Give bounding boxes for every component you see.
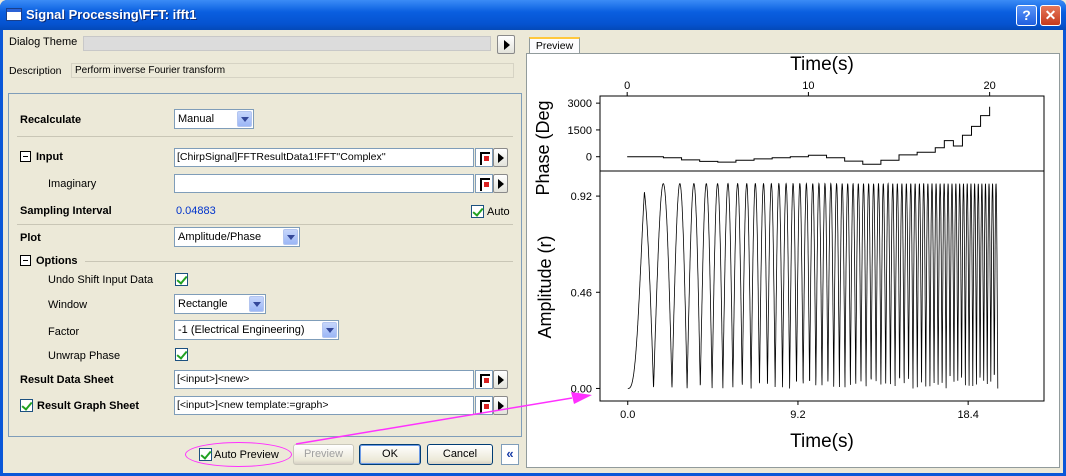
- factor-label: Factor: [48, 326, 80, 338]
- amplitude-x-tick-label: 9.2: [790, 409, 805, 421]
- ok-button[interactable]: OK: [359, 444, 421, 465]
- unwrap-phase-checkbox[interactable]: [175, 348, 188, 361]
- recalculate-value: Manual: [178, 113, 215, 125]
- result-graph-sheet-label: Result Graph Sheet: [37, 400, 140, 412]
- chevron-down-icon: [322, 322, 337, 338]
- result-data-sheet-label: Result Data Sheet: [20, 374, 114, 386]
- result-graph-sheet-checkbox[interactable]: [20, 399, 33, 412]
- dialog-theme-menu-button[interactable]: [497, 35, 515, 54]
- phase-x-axis-title: Time(s): [790, 54, 854, 75]
- amplitude-series-line: [627, 182, 999, 389]
- auto-preview-highlight: [185, 442, 292, 467]
- chevron-down-icon: [237, 111, 252, 127]
- divider: [17, 224, 513, 225]
- close-button[interactable]: ✕: [1040, 5, 1061, 26]
- undo-shift-checkbox[interactable]: [175, 273, 188, 286]
- dialog-client: Dialog Theme Description Perform inverse…: [3, 30, 1063, 473]
- phase-x-tick-label: 0: [624, 80, 630, 92]
- undo-shift-label: Undo Shift Input Data: [48, 274, 154, 286]
- input-menu-button[interactable]: [493, 148, 508, 167]
- plot-dropdown[interactable]: Amplitude/Phase: [174, 227, 300, 247]
- sampling-interval-label: Sampling Interval: [20, 205, 112, 217]
- phase-plot-frame: [599, 95, 1045, 172]
- auto-preview-checkbox[interactable]: [199, 448, 212, 461]
- imaginary-menu-button[interactable]: [493, 174, 508, 193]
- amplitude-plot-frame: [599, 170, 1045, 402]
- sampling-auto-checkbox[interactable]: [471, 205, 484, 218]
- window-title: Signal Processing\FFT: ifft1: [26, 7, 197, 22]
- sampling-auto-label: Auto: [487, 206, 510, 218]
- window-label: Window: [48, 299, 88, 311]
- tab-preview[interactable]: Preview: [529, 37, 580, 54]
- phase-y-tick-label: 0: [586, 152, 592, 164]
- phase-y-axis-title: Phase (Deg: [533, 100, 553, 195]
- range-select-icon[interactable]: [475, 370, 493, 389]
- dialog-theme-label: Dialog Theme: [9, 36, 78, 48]
- divider: [85, 261, 513, 262]
- help-button[interactable]: ?: [1016, 5, 1037, 26]
- input-field[interactable]: [ChirpSignal]FFTResultData1!FFT''Complex…: [174, 148, 474, 167]
- range-select-icon[interactable]: [475, 148, 493, 167]
- preview-button[interactable]: Preview: [293, 444, 354, 465]
- chevron-down-icon: [249, 296, 264, 312]
- result-data-sheet-menu-button[interactable]: [493, 370, 508, 389]
- result-data-sheet-field[interactable]: [<input>]<new>: [174, 370, 474, 389]
- phase-x-tick-label: 10: [802, 80, 814, 92]
- input-label: Input: [36, 151, 63, 163]
- imaginary-label: Imaginary: [48, 178, 97, 190]
- unwrap-phase-label: Unwrap Phase: [48, 350, 121, 362]
- options-collapse-icon[interactable]: [20, 255, 31, 266]
- range-select-icon[interactable]: [475, 174, 493, 193]
- title-bar[interactable]: Signal Processing\FFT: ifft1 ? ✕: [0, 0, 1066, 30]
- phase-y-tick-label: 1500: [568, 125, 592, 137]
- sampling-interval-value: 0.04883: [176, 205, 216, 217]
- result-graph-sheet-menu-button[interactable]: [493, 396, 508, 415]
- amplitude-y-tick-label: 0.46: [571, 287, 592, 299]
- phase-x-tick-label: 20: [984, 80, 996, 92]
- factor-value: -1 (Electrical Engineering): [178, 324, 305, 336]
- amplitude-x-tick-label: 18.4: [957, 409, 978, 421]
- plot-label: Plot: [20, 232, 41, 244]
- plot-value: Amplitude/Phase: [178, 231, 262, 243]
- settings-panel: Recalculate Manual Input [ChirpSignal]FF…: [8, 93, 522, 437]
- window-value: Rectangle: [178, 298, 228, 310]
- amplitude-y-tick-label: 0.00: [571, 383, 592, 395]
- cancel-button[interactable]: Cancel: [427, 444, 493, 465]
- recalculate-dropdown[interactable]: Manual: [174, 109, 254, 129]
- amplitude-y-tick-label: 0.92: [571, 191, 592, 203]
- input-collapse-icon[interactable]: [20, 151, 31, 162]
- result-graph-sheet-field[interactable]: [<input>]<new template:=graph>: [174, 396, 474, 415]
- phase-series-line: [627, 106, 991, 165]
- factor-dropdown[interactable]: -1 (Electrical Engineering): [174, 320, 339, 340]
- range-select-icon[interactable]: [475, 396, 493, 415]
- collapse-panel-button[interactable]: «: [501, 444, 519, 465]
- description-label: Description: [9, 65, 62, 77]
- window-icon: [6, 8, 22, 21]
- amplitude-x-axis-title: Time(s): [790, 431, 854, 452]
- options-label: Options: [36, 255, 78, 267]
- preview-pane: Time(s) 0 10 20 3000 1500 0 Phase (Deg 0.0 9.2 18.…: [526, 53, 1060, 468]
- preview-graph: Time(s) 0 10 20 3000 1500 0 Phase (Deg 0.0 9.2 18.…: [533, 54, 1045, 452]
- imaginary-field[interactable]: [174, 174, 474, 193]
- auto-preview-label[interactable]: Auto Preview: [214, 449, 279, 461]
- amplitude-x-tick-label: 0.0: [620, 409, 635, 421]
- recalculate-label: Recalculate: [20, 114, 82, 126]
- phase-y-tick-label: 3000: [568, 98, 592, 110]
- divider: [17, 136, 513, 137]
- dialog-theme-field[interactable]: [83, 36, 491, 51]
- amplitude-y-axis-title: Amplitude (r): [535, 235, 555, 338]
- window-dropdown[interactable]: Rectangle: [174, 294, 266, 314]
- description-text: Perform inverse Fourier transform: [71, 63, 514, 78]
- chevron-down-icon: [283, 229, 298, 245]
